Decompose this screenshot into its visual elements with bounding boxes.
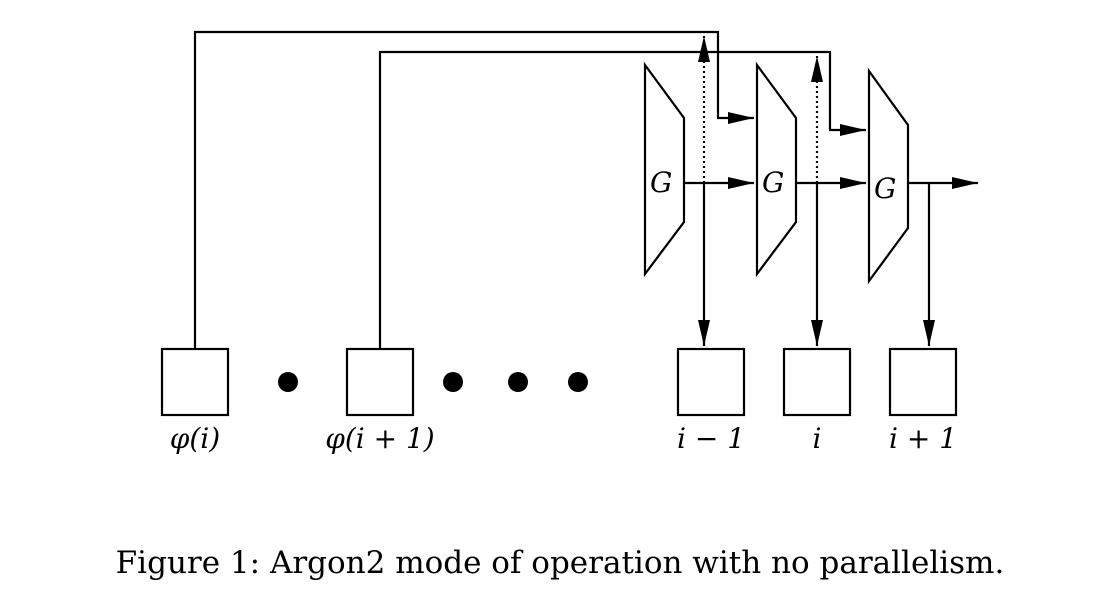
reference-line-phi-i-plus-1 [378, 50, 866, 349]
block-i [782, 347, 852, 417]
block-i-minus-1 [676, 347, 746, 417]
label-phi-i-plus-1: φ(i + 1) [325, 422, 434, 455]
block-phi-i-plus-1 [345, 347, 415, 417]
label-i: i [813, 422, 822, 455]
label-i-minus-1: i − 1 [677, 422, 745, 455]
compression-function-1: G [643, 61, 686, 278]
g-label-2: G [762, 166, 784, 199]
label-i-plus-1: i + 1 [889, 422, 957, 455]
compression-function-3: G [867, 67, 910, 285]
reference-line-phi-i [193, 30, 754, 349]
ellipsis-dot-1 [278, 372, 298, 392]
compression-function-2: G [755, 61, 798, 278]
ellipsis-dot-2 [443, 372, 463, 392]
g-label-1: G [650, 166, 672, 199]
g-label-3: G [874, 172, 896, 205]
block-phi-i [160, 347, 230, 417]
figure-caption: Figure 1: Argon2 mode of operation with … [116, 545, 1005, 581]
block-i-plus-1 [888, 347, 958, 417]
label-phi-i: φ(i) [170, 422, 220, 455]
ellipsis-dot-4 [568, 372, 588, 392]
ellipsis-dot-3 [508, 372, 528, 392]
